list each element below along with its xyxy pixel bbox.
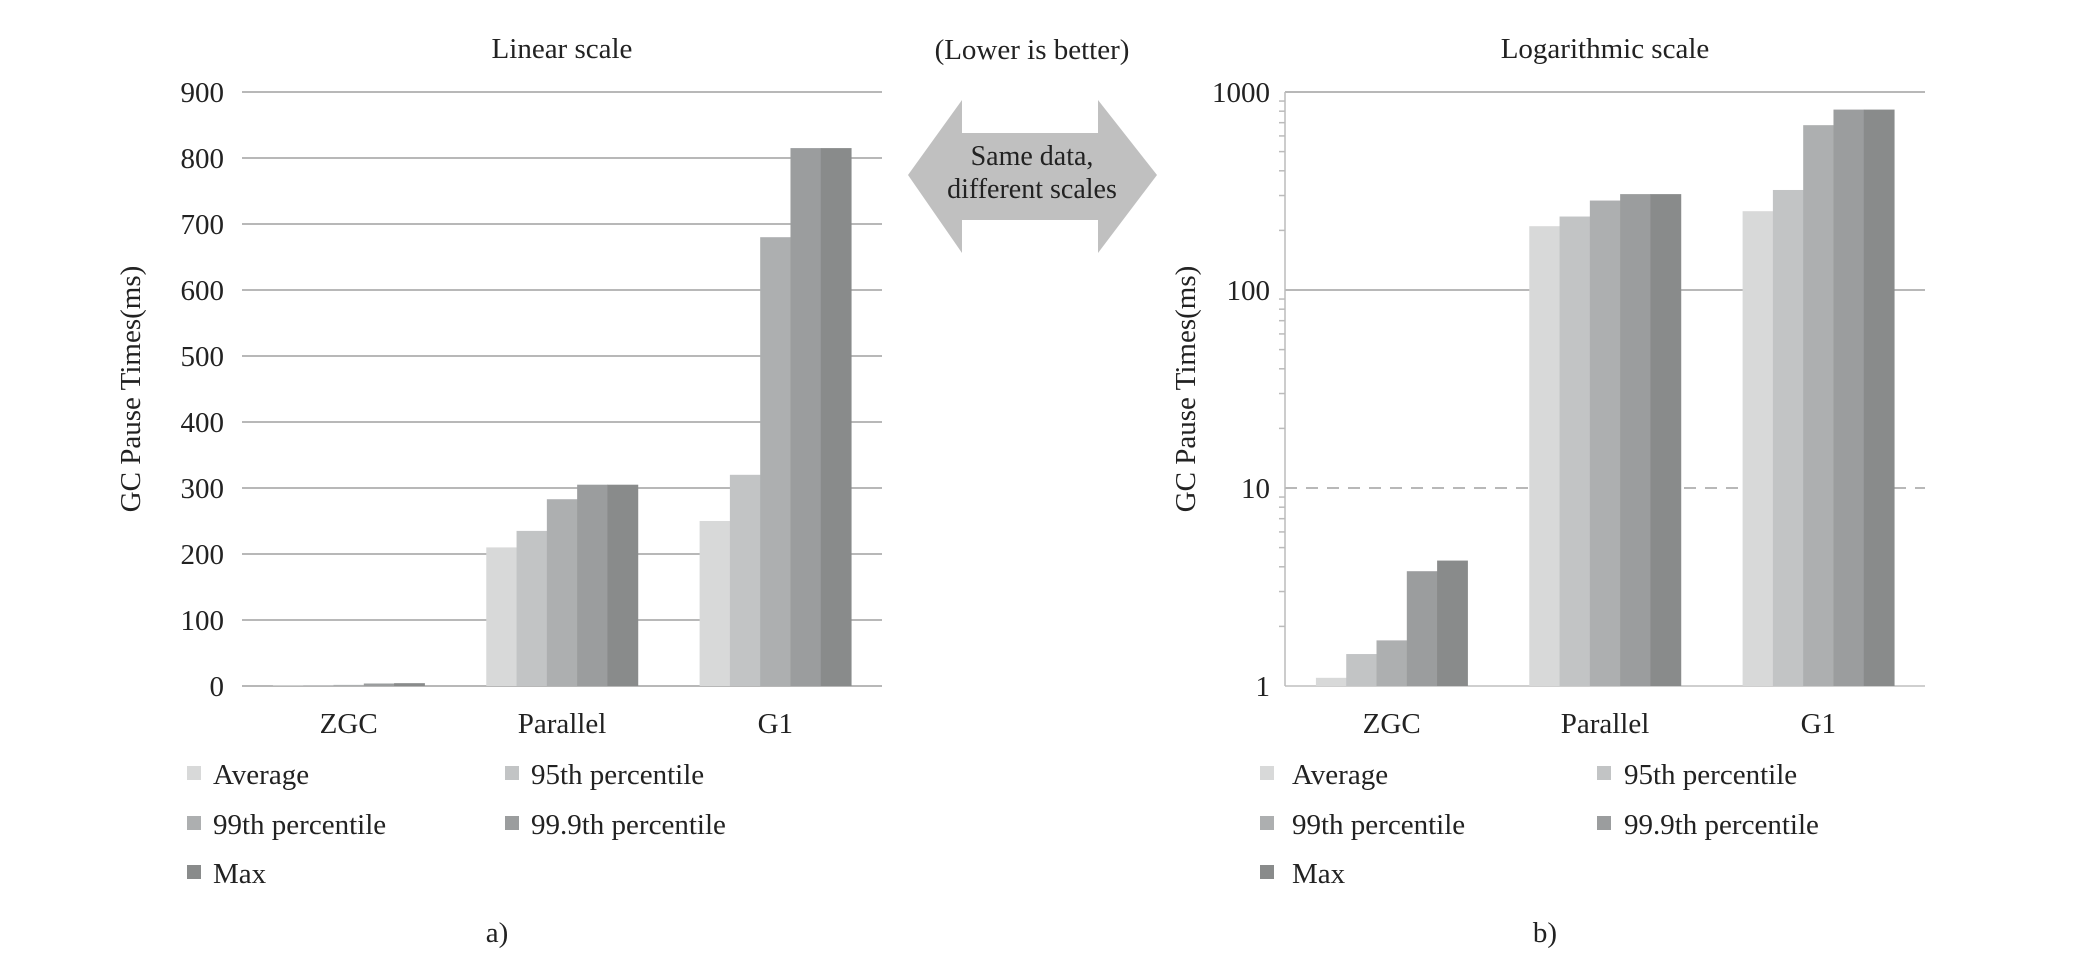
bar-parallel-2 bbox=[1589, 200, 1621, 687]
arrow-text-line2: different scales bbox=[947, 174, 1117, 205]
chart-caption: b) bbox=[1533, 917, 1557, 949]
bar-parallel-2 bbox=[546, 499, 578, 686]
y-tick-label: 800 bbox=[181, 143, 225, 175]
legend-label: Average bbox=[213, 759, 309, 791]
bar-g1-0 bbox=[699, 521, 731, 686]
y-tick-label: 600 bbox=[181, 275, 225, 307]
bar-g1-2 bbox=[760, 237, 791, 686]
legend-swatch bbox=[1260, 766, 1274, 780]
y-tick-label: 1000 bbox=[1212, 77, 1270, 109]
bar-g1-3 bbox=[790, 148, 822, 687]
bar-g1-2 bbox=[1803, 125, 1834, 687]
bar-g1-4 bbox=[820, 148, 852, 687]
y-tick-label: 900 bbox=[181, 77, 225, 109]
legend-label: Average bbox=[1292, 759, 1388, 791]
bar-parallel-1 bbox=[516, 530, 548, 686]
x-tick-label: Parallel bbox=[1561, 708, 1650, 740]
bar-zgc-1 bbox=[1346, 654, 1378, 686]
bar-zgc-1 bbox=[303, 685, 335, 686]
legend-swatch bbox=[187, 766, 201, 780]
legend-label: Max bbox=[213, 858, 267, 890]
legend-swatch bbox=[1260, 816, 1274, 830]
bar-parallel-0 bbox=[486, 547, 518, 686]
bar-parallel-4 bbox=[607, 484, 639, 686]
chart-caption: a) bbox=[486, 917, 509, 949]
legend-swatch bbox=[187, 865, 201, 879]
chart-title: Linear scale bbox=[492, 33, 633, 65]
x-tick-label: ZGC bbox=[320, 708, 378, 740]
y-axis-label: GC Pause Times(ms) bbox=[115, 266, 147, 513]
bar-zgc-2 bbox=[333, 684, 365, 686]
bar-zgc-3 bbox=[363, 683, 395, 686]
bar-parallel-3 bbox=[577, 484, 608, 686]
y-tick-label: 100 bbox=[181, 605, 225, 637]
y-tick-label: 300 bbox=[181, 473, 225, 505]
y-tick-label: 1 bbox=[1256, 671, 1271, 703]
arrow-text-line1: Same data, bbox=[971, 141, 1094, 172]
y-tick-label: 200 bbox=[181, 539, 225, 571]
bar-parallel-3 bbox=[1620, 194, 1651, 686]
bar-parallel-1 bbox=[1559, 216, 1591, 686]
legend-label: 99th percentile bbox=[1292, 809, 1465, 841]
y-tick-label: 700 bbox=[181, 209, 225, 241]
bar-zgc-0 bbox=[1315, 677, 1347, 686]
legend-swatch bbox=[505, 816, 519, 830]
bar-g1-1 bbox=[1772, 189, 1804, 687]
double-arrow-icon bbox=[908, 100, 1157, 253]
x-tick-label: G1 bbox=[758, 708, 793, 740]
y-tick-label: 500 bbox=[181, 341, 225, 373]
legend-swatch bbox=[1260, 865, 1274, 879]
legend-label: 95th percentile bbox=[1624, 759, 1797, 791]
x-tick-label: Parallel bbox=[518, 708, 607, 740]
bar-zgc-3 bbox=[1406, 571, 1438, 686]
y-tick-label: 0 bbox=[210, 671, 225, 703]
bar-parallel-0 bbox=[1529, 226, 1561, 687]
bar-g1-3 bbox=[1833, 109, 1865, 686]
legend-label: 99.9th percentile bbox=[1624, 809, 1819, 841]
legend-label: 99.9th percentile bbox=[531, 809, 726, 841]
x-tick-label: G1 bbox=[1801, 708, 1836, 740]
y-tick-label: 400 bbox=[181, 407, 225, 439]
bar-zgc-4 bbox=[394, 683, 425, 686]
legend-label: Max bbox=[1292, 858, 1346, 890]
legend-swatch bbox=[1597, 816, 1611, 830]
legend-swatch bbox=[505, 766, 519, 780]
bar-g1-1 bbox=[729, 474, 761, 686]
bar-zgc-2 bbox=[1376, 640, 1408, 686]
legend-label: 99th percentile bbox=[213, 809, 386, 841]
bar-zgc-0 bbox=[272, 685, 304, 686]
bar-g1-4 bbox=[1863, 109, 1895, 686]
bar-parallel-4 bbox=[1650, 194, 1682, 686]
legend-label: 95th percentile bbox=[531, 759, 704, 791]
bar-g1-0 bbox=[1742, 211, 1774, 686]
legend-swatch bbox=[187, 816, 201, 830]
bar-zgc-4 bbox=[1437, 560, 1468, 686]
y-tick-label: 100 bbox=[1227, 275, 1271, 307]
y-tick-label: 10 bbox=[1241, 473, 1270, 505]
chart-title: Logarithmic scale bbox=[1501, 33, 1710, 65]
y-axis-label: GC Pause Times(ms) bbox=[1170, 266, 1202, 513]
legend-swatch bbox=[1597, 766, 1611, 780]
x-tick-label: ZGC bbox=[1363, 708, 1421, 740]
annotation-note: (Lower is better) bbox=[935, 34, 1130, 66]
